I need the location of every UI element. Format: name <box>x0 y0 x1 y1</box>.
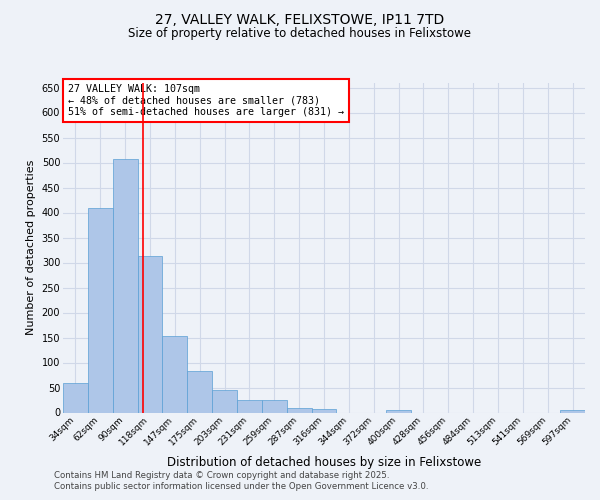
Y-axis label: Number of detached properties: Number of detached properties <box>26 160 36 335</box>
Text: Size of property relative to detached houses in Felixstowe: Size of property relative to detached ho… <box>128 28 472 40</box>
Text: 27, VALLEY WALK, FELIXSTOWE, IP11 7TD: 27, VALLEY WALK, FELIXSTOWE, IP11 7TD <box>155 12 445 26</box>
Text: 27 VALLEY WALK: 107sqm
← 48% of detached houses are smaller (783)
51% of semi-de: 27 VALLEY WALK: 107sqm ← 48% of detached… <box>68 84 344 117</box>
Bar <box>163 336 187 412</box>
Bar <box>137 256 163 412</box>
Bar <box>237 400 262 412</box>
Bar <box>113 159 137 412</box>
Bar <box>311 409 337 412</box>
Bar <box>386 410 411 412</box>
Bar <box>560 410 585 412</box>
Bar <box>287 408 311 412</box>
Text: Contains public sector information licensed under the Open Government Licence v3: Contains public sector information licen… <box>54 482 428 491</box>
Bar <box>262 400 287 412</box>
Bar <box>212 390 237 412</box>
Bar <box>63 382 88 412</box>
Bar <box>88 208 113 412</box>
Text: Contains HM Land Registry data © Crown copyright and database right 2025.: Contains HM Land Registry data © Crown c… <box>54 471 389 480</box>
Bar <box>187 370 212 412</box>
X-axis label: Distribution of detached houses by size in Felixstowe: Distribution of detached houses by size … <box>167 456 481 468</box>
